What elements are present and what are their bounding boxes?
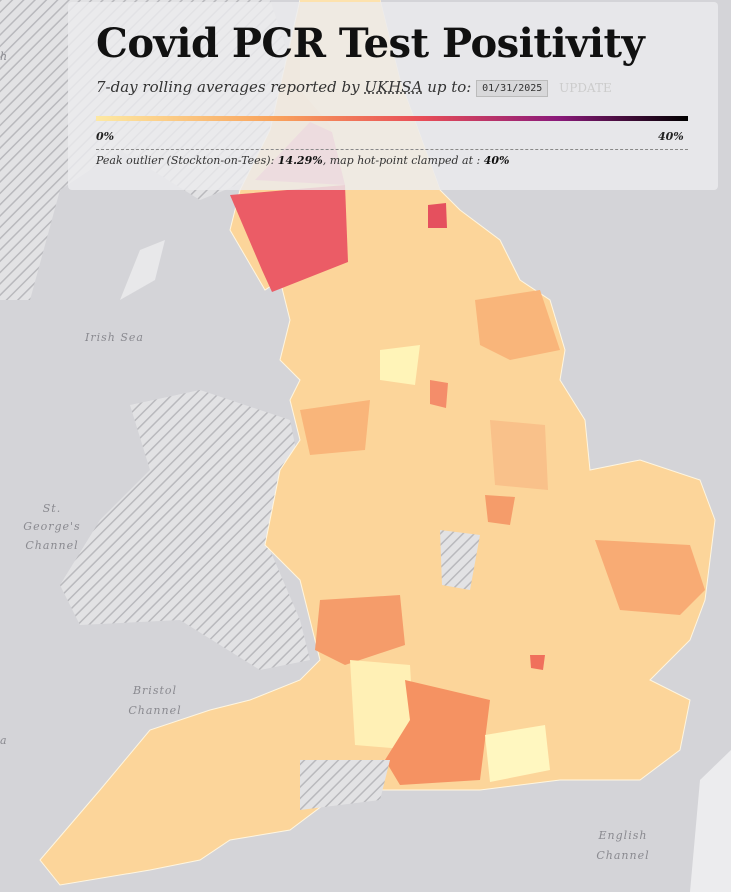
region (490, 420, 548, 490)
scale-min: 0% (96, 130, 115, 143)
region (230, 185, 348, 292)
region (430, 380, 448, 408)
region (428, 203, 447, 228)
region (475, 290, 560, 360)
divider (96, 149, 688, 150)
wales (60, 390, 310, 670)
source-link[interactable]: UKHSA (364, 78, 423, 96)
region (440, 530, 480, 590)
peak-value: 14.29% (277, 154, 323, 167)
sea-label: Channel (25, 539, 78, 552)
region (595, 540, 705, 615)
info-panel: Covid PCR Test Positivity 7-day rolling … (68, 2, 718, 190)
region (485, 495, 515, 525)
sea-label: Irish Sea (84, 331, 144, 344)
scale-max: 40% (658, 130, 684, 143)
region (300, 760, 390, 810)
region (385, 680, 490, 785)
sea-label: English (598, 829, 648, 842)
sea-label: St. (43, 502, 61, 515)
clamp-value: 40% (483, 154, 510, 167)
note: Peak outlier (Stockton-on-Tees): 14.29%,… (96, 154, 509, 167)
title: Covid PCR Test Positivity (96, 20, 645, 67)
region (380, 345, 420, 385)
sea-label: a (0, 734, 8, 747)
update-button[interactable]: UPDATE (559, 81, 612, 95)
sea-label: Channel (128, 704, 181, 717)
date-prefix: up to: (427, 78, 472, 96)
region (315, 595, 405, 665)
subtitle: 7-day rolling averages reported by UKHSA… (96, 78, 612, 97)
region (350, 660, 415, 750)
england (39, 0, 716, 886)
note-text: Peak outlier (Stockton-on-Tees): (96, 154, 275, 167)
france (690, 750, 731, 892)
sea-label: Channel (596, 849, 649, 862)
region (530, 655, 545, 670)
date-input[interactable]: 01/31/2025 (476, 79, 549, 97)
sea-label: Bristol (132, 684, 177, 697)
sea-label: h (0, 50, 8, 63)
sea-label: George's (23, 520, 80, 533)
note-text: , map hot-point clamped at : (322, 154, 481, 167)
isle-of-man (120, 240, 165, 300)
region (485, 725, 550, 782)
subtitle-text: 7-day rolling averages reported by (96, 78, 360, 96)
color-scale (96, 116, 688, 121)
region (300, 400, 370, 455)
